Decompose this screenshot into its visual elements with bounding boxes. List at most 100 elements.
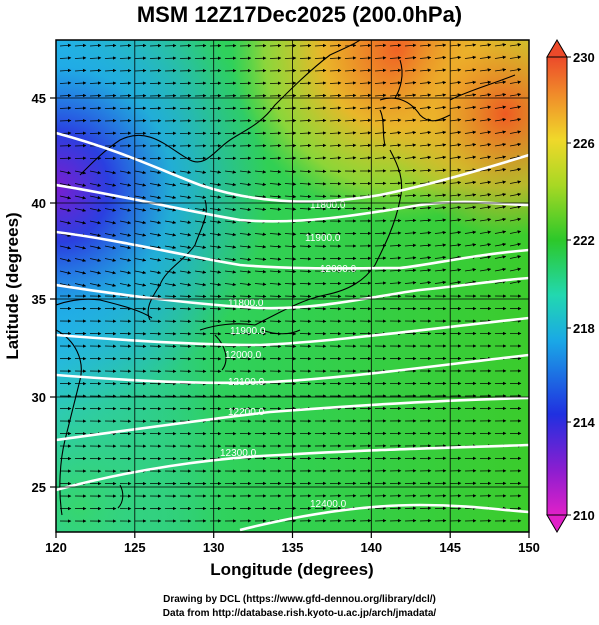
wind-arrow	[179, 245, 192, 250]
wind-arrow	[374, 118, 387, 123]
wind-arrow	[404, 268, 417, 273]
wind-arrow	[194, 257, 207, 262]
wind-arrow	[239, 307, 252, 311]
wind-arrow	[119, 56, 132, 60]
wind-arrow	[59, 283, 72, 288]
wind-arrow	[119, 233, 132, 237]
wind-arrow	[284, 257, 297, 261]
wind-arrow	[449, 143, 462, 147]
wind-arrow	[344, 131, 357, 135]
wind-arrow	[104, 195, 117, 200]
wind-arrow	[419, 280, 432, 285]
wind-arrow	[509, 130, 522, 134]
wind-arrow	[134, 283, 147, 287]
wind-arrow	[299, 257, 312, 261]
y-tick-label: 45	[32, 91, 46, 106]
wind-arrow	[89, 56, 102, 60]
wind-arrow	[449, 230, 462, 235]
wind-arrow	[254, 257, 267, 261]
wind-arrow	[434, 230, 447, 235]
wind-arrow	[299, 182, 312, 186]
wind-arrow	[434, 155, 447, 160]
wind-arrow	[194, 319, 207, 324]
wind-arrow	[494, 192, 507, 197]
wind-arrow	[374, 156, 387, 160]
wind-arrow	[494, 230, 507, 234]
wind-arrow	[119, 68, 132, 73]
wind-arrow	[179, 319, 192, 324]
colorbar-label: 214	[573, 415, 595, 430]
wind-arrow	[104, 170, 117, 175]
wind-arrow	[269, 257, 282, 261]
wind-arrow	[419, 68, 432, 72]
wind-arrow	[209, 319, 222, 324]
wind-arrow	[224, 307, 237, 311]
wind-arrow	[89, 68, 102, 73]
wind-arrow	[104, 183, 117, 187]
wind-arrow	[314, 194, 327, 199]
wind-arrow	[269, 282, 282, 286]
wind-arrow	[74, 245, 87, 250]
wind-arrow	[494, 43, 507, 47]
wind-arrow	[419, 255, 432, 260]
x-tick-label: 135	[282, 540, 304, 555]
wind-arrow	[134, 220, 147, 225]
wind-arrow	[404, 193, 417, 198]
contour-label: 11900.0	[305, 233, 341, 244]
wind-arrow	[89, 93, 102, 98]
wind-arrow	[104, 43, 117, 48]
wind-arrow	[224, 207, 237, 212]
credit-drawing: Drawing by DCL (https://www.gfd-dennou.o…	[163, 594, 436, 605]
wind-arrow	[329, 56, 342, 60]
wind-arrow	[509, 217, 522, 222]
wind-arrow	[164, 43, 177, 48]
wind-arrow	[419, 93, 432, 97]
wind-arrow	[149, 56, 162, 60]
wind-arrow	[74, 283, 87, 287]
wind-arrow	[59, 81, 72, 85]
wind-arrow	[74, 56, 87, 60]
wind-arrow	[74, 258, 87, 262]
wind-arrow	[134, 68, 147, 73]
wind-arrow	[134, 258, 147, 262]
wind-arrow	[314, 106, 327, 110]
wind-arrow	[209, 207, 222, 212]
coastlines	[56, 40, 516, 516]
wind-arrow	[359, 131, 372, 135]
wind-arrow	[479, 193, 492, 197]
wind-arrow	[194, 207, 207, 212]
wind-arrow	[239, 294, 252, 299]
wind-arrow	[434, 205, 447, 210]
wind-arrow	[494, 130, 507, 134]
wind-arrow	[374, 106, 387, 110]
wind-arrow	[284, 81, 297, 85]
wind-arrow	[449, 130, 462, 135]
wind-arrow	[194, 195, 207, 199]
wind-arrow	[434, 181, 447, 185]
wind-arrow	[494, 167, 507, 172]
map-figure: 11800.0 11900.0 12000.0 11800.0 11900.0 …	[3, 39, 595, 579]
wind-arrow	[389, 256, 402, 260]
wind-arrow	[509, 255, 522, 259]
wind-arrow	[374, 81, 387, 85]
wind-arrow	[479, 217, 492, 222]
wind-arrow	[344, 156, 357, 160]
wind-arrow	[224, 232, 237, 237]
wind-arrow	[74, 81, 87, 85]
wind-arrow	[224, 220, 237, 224]
wind-arrow	[464, 93, 477, 97]
wind-arrow	[224, 270, 237, 274]
wind-arrow	[434, 268, 447, 272]
wind-arrow	[74, 220, 87, 225]
wind-arrow	[419, 105, 432, 110]
wind-arrow	[374, 143, 387, 148]
wind-arrow	[59, 93, 72, 98]
wind-arrow	[284, 269, 297, 274]
wind-arrow	[179, 233, 192, 237]
wind-arrow	[299, 143, 312, 148]
y-tick-labels: 25 30 35 40 45	[32, 91, 46, 495]
wind-arrow	[404, 218, 417, 223]
wind-arrow	[434, 43, 447, 47]
wind-arrow	[419, 193, 432, 198]
wind-arrow	[299, 156, 312, 160]
